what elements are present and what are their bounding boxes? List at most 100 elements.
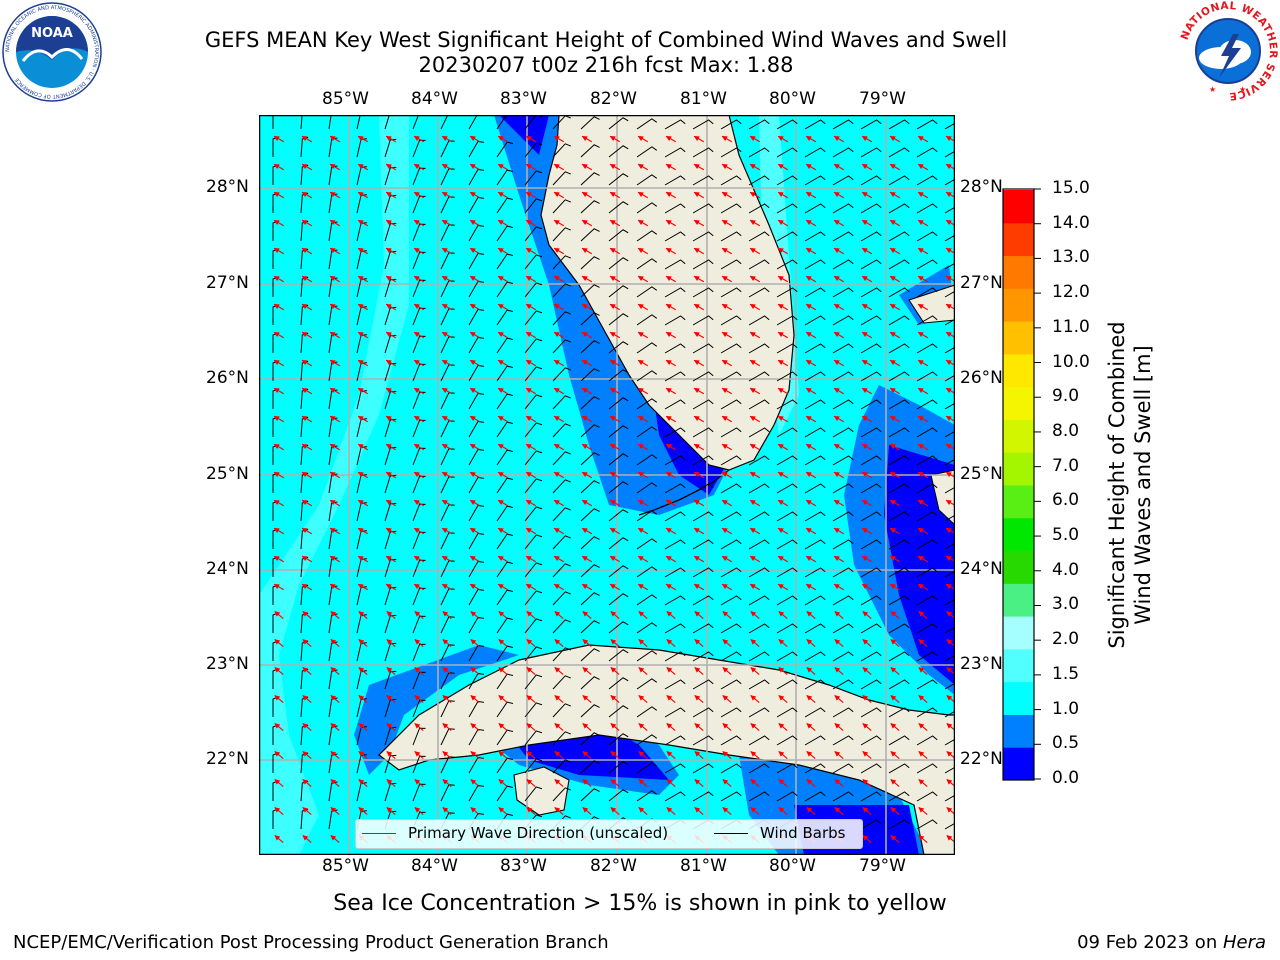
wind-barb xyxy=(720,175,742,186)
colorbar-tick-label: 13.0 xyxy=(1052,247,1090,268)
wind-barb xyxy=(608,621,629,634)
wind-barb xyxy=(944,627,954,634)
wind-barb xyxy=(552,283,571,298)
wind-barb xyxy=(804,203,826,214)
wave-direction-arrow xyxy=(581,135,593,143)
wind-barb xyxy=(748,763,770,774)
colorbar-tick-label: 5.0 xyxy=(1052,525,1080,546)
wave-direction-arrow xyxy=(694,723,704,731)
wave-direction-arrow xyxy=(666,779,676,787)
wind-barb xyxy=(720,147,742,158)
wave-direction-arrow xyxy=(889,247,901,255)
wind-barb xyxy=(664,287,686,298)
wind-barb xyxy=(888,791,910,802)
wave-direction-arrow xyxy=(526,751,536,759)
wind-barb xyxy=(720,707,742,718)
lon-tick-bottom-79w: 79°W xyxy=(859,856,906,876)
wind-barb xyxy=(692,707,714,718)
wind-barb xyxy=(804,707,826,718)
wave-direction-arrow xyxy=(805,443,817,451)
wave-direction-arrow xyxy=(918,779,928,787)
wind-barb xyxy=(552,647,571,662)
wave-direction-arrow xyxy=(581,275,593,283)
legend-label-wave: Primary Wave Direction (unscaled) xyxy=(408,824,669,842)
wave-direction-arrow xyxy=(721,471,733,479)
wind-barb xyxy=(440,168,455,186)
wave-direction-arrow xyxy=(497,219,509,227)
wind-barb xyxy=(860,651,882,662)
wave-direction-arrow xyxy=(302,723,312,731)
wave-direction-arrow xyxy=(889,219,901,227)
wind-barb xyxy=(636,734,658,746)
wave-direction-arrow xyxy=(497,331,509,339)
wave-direction-arrow xyxy=(553,499,565,507)
wave-direction-arrow xyxy=(806,779,816,787)
wave-direction-arrow xyxy=(302,807,312,815)
wind-barb xyxy=(860,343,882,354)
noaa-logo-text: NOAA xyxy=(31,26,73,41)
wind-barb xyxy=(832,539,854,550)
wind-barb xyxy=(468,224,485,242)
wave-direction-arrow xyxy=(694,639,704,647)
wave-direction-arrow xyxy=(861,275,873,283)
lat-tick-left-24n: 24°N xyxy=(206,559,249,579)
wind-barb xyxy=(692,791,714,802)
wind-barb xyxy=(524,758,543,774)
wave-direction-arrow xyxy=(609,555,621,563)
wind-barb xyxy=(748,315,770,326)
wave-direction-arrow xyxy=(694,667,704,675)
wind-barb xyxy=(888,679,910,690)
wave-direction-arrow xyxy=(329,247,341,255)
wave-direction-arrow xyxy=(665,135,677,143)
wave-direction-arrow xyxy=(777,443,789,451)
wave-direction-arrow xyxy=(581,219,593,227)
wind-barb xyxy=(804,735,826,746)
wind-barb xyxy=(524,562,543,578)
wind-barb xyxy=(944,347,954,354)
wave-direction-arrow xyxy=(890,667,900,675)
wave-direction-arrow xyxy=(861,527,873,535)
wind-barb xyxy=(664,651,686,662)
wave-direction-arrow xyxy=(413,359,425,367)
wind-barb xyxy=(804,315,826,326)
wind-barb xyxy=(888,287,910,298)
wave-direction-arrow xyxy=(917,163,929,171)
wind-barb xyxy=(804,567,826,578)
wind-barb xyxy=(860,315,882,326)
wave-direction-arrow xyxy=(637,555,649,563)
colorbar-tick-label: 10.0 xyxy=(1052,351,1090,372)
wind-barb xyxy=(468,476,485,494)
wind-barb xyxy=(636,566,658,578)
wind-barb xyxy=(552,339,571,354)
lon-tick-top-79w: 79°W xyxy=(859,89,906,109)
wave-direction-arrow xyxy=(274,807,284,815)
wind-barb xyxy=(888,455,910,466)
wind-barb xyxy=(916,791,938,802)
wave-direction-arrow xyxy=(862,695,872,703)
wind-barb xyxy=(832,707,854,718)
wave-direction-arrow xyxy=(693,303,705,311)
wave-direction-arrow xyxy=(610,807,620,815)
wind-barb xyxy=(860,791,882,802)
wave-direction-arrow xyxy=(889,191,901,199)
wave-direction-arrow xyxy=(329,191,341,199)
wave-direction-arrow xyxy=(665,415,677,423)
wind-barb xyxy=(944,655,954,662)
colorbar-segment xyxy=(1003,550,1034,584)
wind-barb xyxy=(720,483,742,494)
wind-barb xyxy=(468,140,485,158)
wind-barb xyxy=(832,231,854,242)
colorbar-segment xyxy=(1003,485,1034,519)
wave-direction-arrow xyxy=(413,527,425,535)
wave-direction-arrow xyxy=(302,611,312,619)
wave-direction-arrow xyxy=(330,807,340,815)
wind-barb xyxy=(804,259,826,270)
wave-direction-arrow xyxy=(301,275,313,283)
wave-direction-arrow xyxy=(413,331,425,339)
colorbar-segment xyxy=(1003,648,1034,683)
title-line-2: 20230207 t00z 216h fcst Max: 1.88 xyxy=(418,53,794,77)
wind-barb xyxy=(804,119,826,130)
wind-barb xyxy=(944,179,954,186)
wave-direction-arrow xyxy=(665,583,677,591)
wind-barb xyxy=(692,539,714,550)
